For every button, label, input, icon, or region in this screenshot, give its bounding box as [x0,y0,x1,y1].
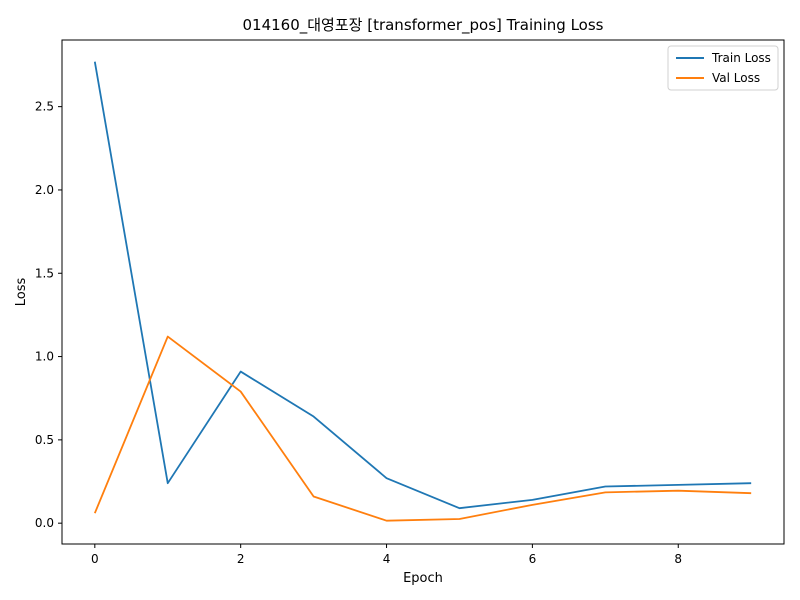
y-tick-label: 1.0 [35,350,54,364]
y-tick-label: 2.5 [35,100,54,114]
series-line-0 [93,61,752,510]
series-line-1 [93,335,752,522]
y-tick-label: 0.0 [35,516,54,530]
x-tick-label: 4 [383,552,391,566]
legend: Train Loss Val Loss [667,45,779,91]
x-tick-label: 8 [674,552,682,566]
x-axis-label: Epoch [403,571,443,586]
legend-label-1: Val Loss [712,71,760,85]
x-tick-label: 6 [529,552,537,566]
y-tick-label: 1.5 [35,266,54,280]
plot-area [61,39,785,545]
legend-label-0: Train Loss [711,51,771,65]
y-axis-label: Loss [14,278,29,307]
x-tick-label: 2 [237,552,245,566]
x-tick-label: 0 [91,552,99,566]
y-tick-label: 2.0 [35,183,54,197]
y-axis-ticks: 0.0 0.5 1.0 1.5 2.0 2.5 [35,100,62,530]
y-tick-label: 0.5 [35,433,54,447]
x-axis-ticks: 0 2 4 6 8 [91,544,682,566]
chart-title: 014160_대영포장 [transformer_pos] Training L… [242,16,603,35]
series-layer [93,61,752,522]
